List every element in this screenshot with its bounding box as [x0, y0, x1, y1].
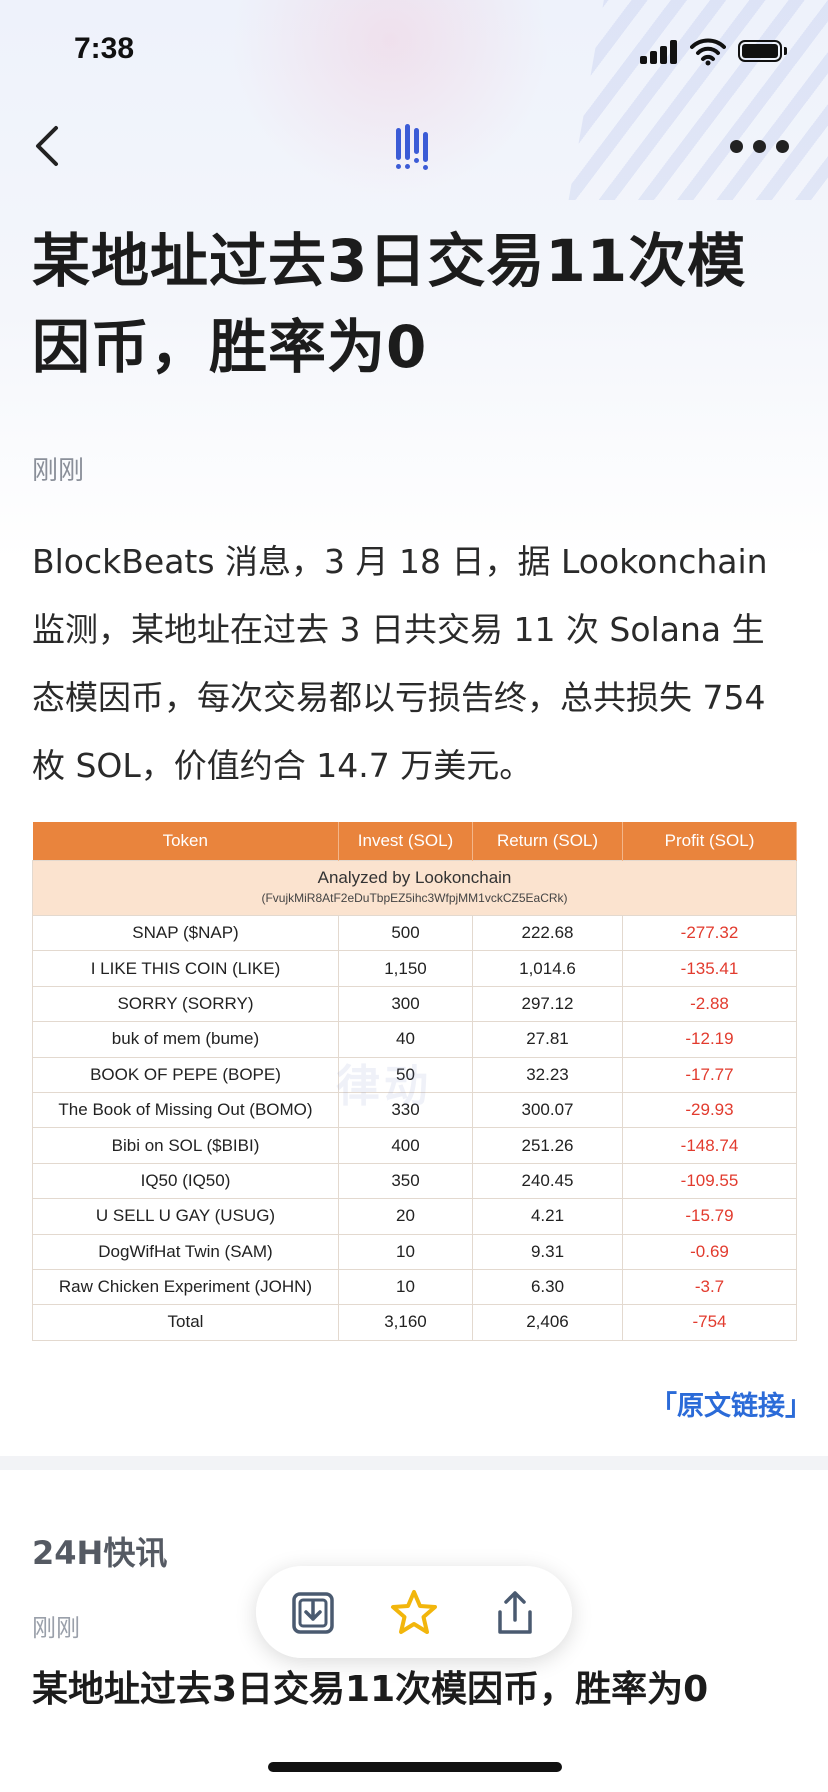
invest-cell: 10	[338, 1233, 473, 1270]
token-cell: buk of mem (bume)	[32, 1021, 339, 1058]
watermark-text: 律动	[336, 1061, 432, 1112]
return-cell: 240.45	[472, 1162, 623, 1200]
profit-cell: -754	[622, 1304, 797, 1341]
profit-cell: -29.93	[622, 1091, 797, 1129]
return-cell: 297.12	[472, 985, 623, 1023]
profit-cell: -2.88	[622, 985, 797, 1023]
return-cell: 251.26	[472, 1127, 623, 1164]
token-cell: DogWifHat Twin (SAM)	[32, 1233, 339, 1270]
profit-cell: -12.19	[622, 1021, 797, 1058]
return-cell: 1,014.6	[472, 950, 623, 987]
header-token: Token	[32, 822, 339, 861]
token-cell: BOOK OF PEPE (BOPE)	[32, 1056, 339, 1093]
more-button[interactable]	[730, 130, 790, 160]
token-cell: SORRY (SORRY)	[32, 985, 339, 1023]
share-button[interactable]	[490, 1588, 540, 1638]
token-cell: I LIKE THIS COIN (LIKE)	[32, 950, 339, 987]
header-profit: Profit (SOL)	[622, 822, 797, 861]
article-body: BlockBeats 消息，3 月 18 日，据 Lookonchain 监测，…	[32, 542, 768, 785]
invest-cell: 40	[338, 1021, 473, 1058]
download-icon	[292, 1592, 334, 1634]
share-icon	[498, 1591, 532, 1634]
table-row: BOOK OF PEPE (BOPE) 50 32.23 -17.77	[32, 1056, 797, 1093]
header-invest: Invest (SOL)	[338, 822, 473, 861]
table-row: DogWifHat Twin (SAM) 10 9.31 -0.69	[32, 1233, 797, 1270]
return-cell: 300.07	[472, 1091, 623, 1129]
favorite-button[interactable]	[389, 1588, 439, 1638]
profit-cell: -148.74	[622, 1127, 797, 1164]
analyzed-title: Analyzed by Lookonchain	[317, 868, 512, 887]
home-indicator	[268, 1762, 562, 1772]
status-bar: 7:38	[0, 0, 828, 104]
article-time: 刚刚	[32, 456, 85, 486]
profit-cell: -3.7	[622, 1268, 797, 1306]
chevron-left-icon	[36, 126, 58, 166]
token-cell: Raw Chicken Experiment (JOHN)	[32, 1268, 339, 1306]
status-time: 7:38	[74, 32, 135, 65]
more-dots-icon	[730, 140, 743, 153]
table-row: I LIKE THIS COIN (LIKE) 1,150 1,014.6 -135.…	[32, 950, 797, 987]
invest-cell: 400	[338, 1127, 473, 1164]
token-cell: U SELL U GAY (USUG)	[32, 1198, 339, 1235]
cellular-signal-icon	[640, 40, 680, 64]
profit-cell: -109.55	[622, 1162, 797, 1200]
battery-icon	[738, 40, 787, 62]
token-cell: SNAP ($NAP)	[32, 914, 339, 952]
return-cell: 2,406	[472, 1304, 623, 1341]
star-icon	[391, 1590, 437, 1634]
nav-bar	[0, 104, 828, 188]
floating-action-bar	[256, 1566, 572, 1658]
loss-table-image[interactable]: Token Invest (SOL) Return (SOL) Profit (…	[32, 822, 797, 1341]
profit-cell: -0.69	[622, 1233, 797, 1270]
analyzed-row: Analyzed by Lookonchain (FvujkMiR8AtF2eD…	[32, 860, 797, 916]
back-button[interactable]	[28, 120, 68, 172]
source-link[interactable]: 「原文链接」	[650, 1391, 812, 1422]
invest-cell: 3,160	[338, 1304, 473, 1341]
feed-section-title: 24H快讯	[32, 1534, 168, 1572]
feed-item-time: 刚刚	[32, 1614, 80, 1642]
return-cell: 4.21	[472, 1198, 623, 1235]
table-row: SNAP ($NAP) 500 222.68 -277.32	[32, 914, 797, 952]
profit-cell: -135.41	[622, 950, 797, 987]
header-return: Return (SOL)	[472, 822, 623, 861]
table-row: SORRY (SORRY) 300 297.12 -2.88	[32, 985, 797, 1023]
return-cell: 9.31	[472, 1233, 623, 1270]
invest-cell: 1,150	[338, 950, 473, 987]
analyzed-address: (FvujkMiR8AtF2eDuTbpEZ5ihc3WfpjMM1vckCZ5…	[261, 891, 568, 905]
invest-cell: 10	[338, 1268, 473, 1306]
loss-table: Token Invest (SOL) Return (SOL) Profit (…	[32, 822, 797, 1341]
return-cell: 27.81	[472, 1021, 623, 1058]
table-row: Bibi on SOL ($BIBI) 400 251.26 -148.74	[32, 1127, 797, 1164]
feed-item-title[interactable]: 某地址过去3日交易11次模因币，胜率为0	[32, 1669, 709, 1710]
table-header-row: Token Invest (SOL) Return (SOL) Profit (…	[32, 822, 797, 861]
table-row: IQ50 (IQ50) 350 240.45 -109.55	[32, 1162, 797, 1200]
profit-cell: -17.77	[622, 1056, 797, 1093]
token-cell: IQ50 (IQ50)	[32, 1162, 339, 1200]
return-cell: 32.23	[472, 1056, 623, 1093]
invest-cell: 20	[338, 1198, 473, 1235]
blockbeats-logo-icon	[396, 124, 428, 170]
table-row: buk of mem (bume) 40 27.81 -12.19	[32, 1021, 797, 1058]
article-title: 某地址过去3日交易11次模因币，胜率为0	[32, 227, 747, 381]
invest-cell: 500	[338, 914, 473, 952]
return-cell: 6.30	[472, 1268, 623, 1306]
table-row: Raw Chicken Experiment (JOHN) 10 6.30 -3.7	[32, 1268, 797, 1306]
table-total-row: Total 3,160 2,406 -754	[32, 1304, 797, 1341]
table-row: U SELL U GAY (USUG) 20 4.21 -15.79	[32, 1198, 797, 1235]
section-divider	[0, 1456, 828, 1470]
invest-cell: 300	[338, 985, 473, 1023]
token-cell: The Book of Missing Out (BOMO)	[32, 1091, 339, 1129]
download-button[interactable]	[288, 1588, 338, 1638]
token-cell: Bibi on SOL ($BIBI)	[32, 1127, 339, 1164]
return-cell: 222.68	[472, 914, 623, 952]
profit-cell: -277.32	[622, 914, 797, 952]
wifi-icon	[690, 38, 726, 66]
profit-cell: -15.79	[622, 1198, 797, 1235]
invest-cell: 350	[338, 1162, 473, 1200]
token-cell: Total	[32, 1304, 339, 1341]
header-background	[0, 0, 828, 560]
